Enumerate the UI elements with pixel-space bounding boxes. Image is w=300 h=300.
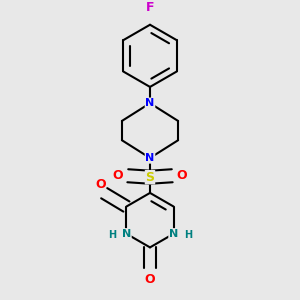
Text: O: O — [113, 169, 123, 182]
Text: H: H — [108, 230, 116, 240]
Text: O: O — [145, 273, 155, 286]
Text: H: H — [184, 230, 192, 240]
Text: F: F — [146, 2, 154, 14]
Text: N: N — [146, 153, 154, 163]
Text: N: N — [122, 229, 131, 239]
Text: N: N — [146, 98, 154, 108]
Text: S: S — [146, 171, 154, 184]
Text: O: O — [95, 178, 106, 191]
Text: N: N — [169, 229, 178, 239]
Text: O: O — [177, 169, 187, 182]
